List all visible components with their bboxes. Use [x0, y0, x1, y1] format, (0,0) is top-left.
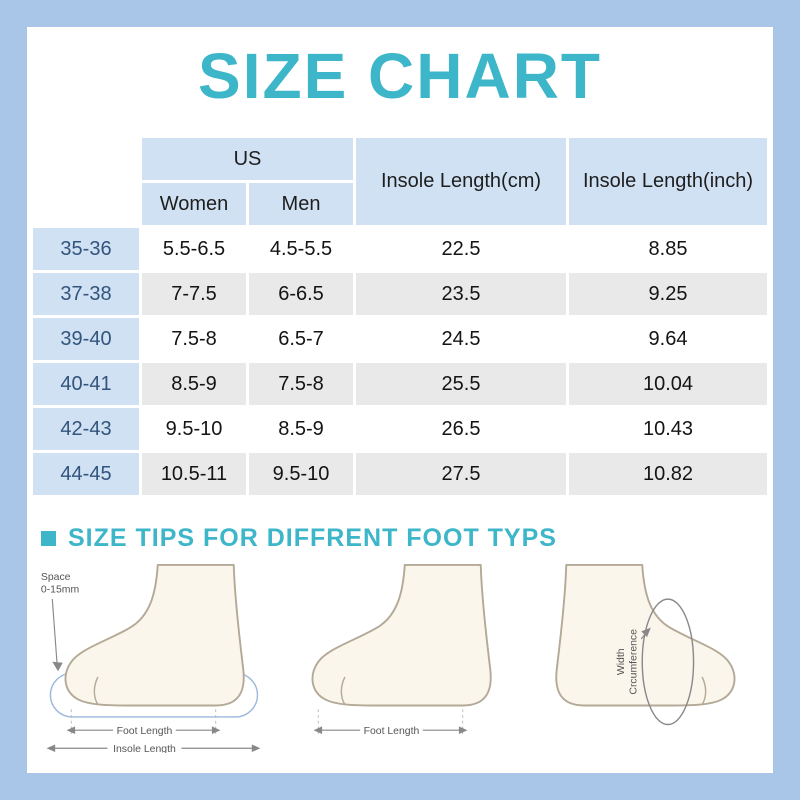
men-header: Men [249, 183, 353, 226]
cm-cell: 25.5 [356, 363, 566, 406]
corner-cell [33, 138, 139, 180]
women-cell: 7.5-8 [142, 318, 246, 361]
inch-cell: 8.85 [569, 228, 767, 271]
table-row: 39-40 7.5-8 6.5-7 24.5 9.64 [33, 318, 767, 361]
cm-cell: 22.5 [356, 228, 566, 271]
inch-cell: 10.82 [569, 453, 767, 496]
tips-heading-text: SIZE TIPS FOR DIFFRENT FOOT TYPS [68, 524, 557, 553]
circumference-arrowhead [641, 627, 651, 638]
men-cell: 6-6.5 [249, 273, 353, 316]
size-cell: 35-36 [33, 228, 139, 271]
inch-cell: 9.64 [569, 318, 767, 361]
women-cell: 7-7.5 [142, 273, 246, 316]
header-row-1: US Insole Length(cm) Insole Length(inch) [33, 138, 767, 226]
table-row: 37-38 7-7.5 6-6.5 23.5 9.25 [33, 273, 767, 316]
space-label: Space [41, 572, 71, 583]
space-arrow [51, 599, 58, 665]
insole-inch-header: Insole Length(inch) [569, 138, 767, 226]
foot-length-label: Foot Length [364, 726, 420, 737]
circumference-ellipse [641, 598, 695, 726]
men-cell: 7.5-8 [249, 363, 353, 406]
men-cell: 4.5-5.5 [249, 228, 353, 271]
foot-diagrams: Space 0-15mm Foot Length Insole Length [27, 553, 773, 753]
insole-length-label: Insole Length [113, 744, 176, 753]
corner-cell [33, 183, 139, 225]
width-circumference-label: Width [616, 649, 627, 676]
card: SIZE CHART US Insole Length(cm) Insole L… [27, 27, 773, 773]
size-cell: 39-40 [33, 318, 139, 361]
width-circumference-label: Crcumference [629, 629, 640, 695]
women-cell: 8.5-9 [142, 363, 246, 406]
table-row: 35-36 5.5-6.5 4.5-5.5 22.5 8.85 [33, 228, 767, 271]
toe-line [93, 677, 99, 706]
page-title: SIZE CHART [198, 40, 602, 112]
insole-cm-header: Insole Length(cm) [356, 138, 566, 226]
size-cell: 44-45 [33, 453, 139, 496]
table-row: 44-45 10.5-11 9.5-10 27.5 10.82 [33, 453, 767, 496]
space-arrowhead [52, 662, 63, 672]
foot-diagram-space-length: Space 0-15mm Foot Length Insole Length [41, 564, 261, 753]
women-cell: 5.5-6.5 [142, 228, 246, 271]
inch-cell: 9.25 [569, 273, 767, 316]
size-cell: 42-43 [33, 408, 139, 451]
inch-cell: 10.43 [569, 408, 767, 451]
women-cell: 9.5-10 [142, 408, 246, 451]
foot-outline [64, 564, 245, 707]
header-row-2: Women Men [33, 183, 767, 226]
tips-heading: SIZE TIPS FOR DIFFRENT FOOT TYPS [41, 524, 773, 553]
men-cell: 6.5-7 [249, 318, 353, 361]
foot-diagram-width-circumference: Width Crcumference [555, 564, 736, 726]
foot-diagram-foot-length: Foot Length [311, 564, 492, 737]
size-table: US Insole Length(cm) Insole Length(inch)… [30, 135, 770, 498]
men-cell: 8.5-9 [249, 408, 353, 451]
cm-cell: 23.5 [356, 273, 566, 316]
toe-line [701, 677, 707, 706]
cm-cell: 26.5 [356, 408, 566, 451]
size-cell: 37-38 [33, 273, 139, 316]
foot-length-label: Foot Length [117, 726, 173, 737]
foot-outline [311, 564, 492, 707]
square-bullet-icon [41, 531, 56, 547]
space-value: 0-15mm [41, 585, 79, 596]
us-header: US [142, 138, 353, 181]
table-row: 42-43 9.5-10 8.5-9 26.5 10.43 [33, 408, 767, 451]
toe-line [340, 677, 346, 706]
inch-cell: 10.04 [569, 363, 767, 406]
table-row: 40-41 8.5-9 7.5-8 25.5 10.04 [33, 363, 767, 406]
size-cell: 40-41 [33, 363, 139, 406]
cm-cell: 27.5 [356, 453, 566, 496]
women-header: Women [142, 183, 246, 226]
men-cell: 9.5-10 [249, 453, 353, 496]
cm-cell: 24.5 [356, 318, 566, 361]
women-cell: 10.5-11 [142, 453, 246, 496]
